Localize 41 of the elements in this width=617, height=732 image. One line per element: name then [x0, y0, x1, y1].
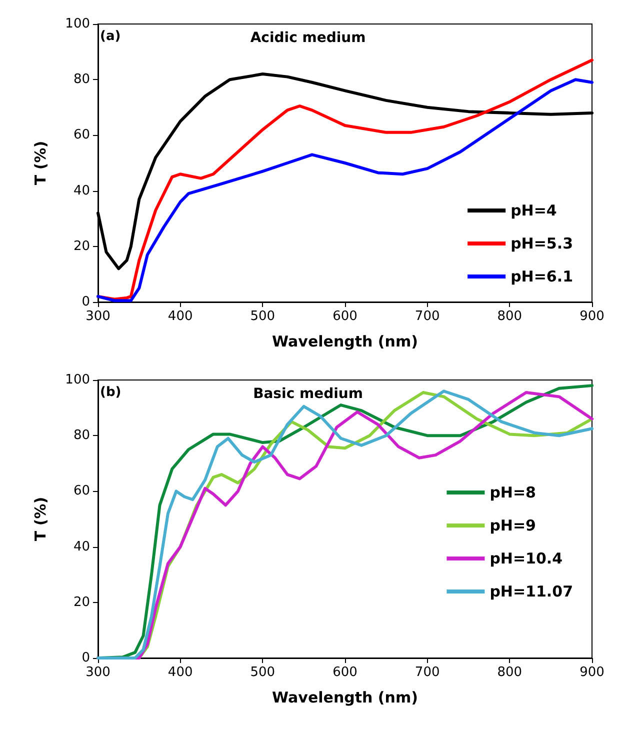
y-tick-label: 100: [65, 372, 90, 388]
y-tick-label: 20: [73, 594, 90, 610]
legend-label: pH=6.1: [510, 268, 574, 286]
x-tick-label: 900: [580, 665, 604, 680]
annotation: (a): [100, 29, 121, 44]
x-tick-label: 600: [332, 665, 358, 680]
y-axis-title: T (%): [32, 140, 50, 186]
legend-label: pH=4: [510, 202, 557, 220]
legend-label: pH=8: [490, 484, 536, 502]
y-tick-label: 60: [73, 128, 90, 143]
y-tick-label: 40: [73, 539, 90, 554]
x-tick-label: 500: [250, 665, 276, 680]
x-tick-label: 400: [168, 309, 193, 324]
x-tick-label: 400: [168, 665, 193, 680]
chart-title: Basic medium: [253, 386, 363, 402]
y-tick-label: 60: [73, 484, 90, 499]
legend-label: pH=11.07: [490, 582, 574, 600]
x-tick-label: 800: [497, 665, 522, 680]
y-axis-title: T (%): [32, 496, 50, 542]
y-tick-label: 20: [73, 238, 90, 254]
x-tick-label: 900: [580, 309, 604, 324]
x-axis-title: Wavelength (nm): [272, 688, 418, 706]
x-tick-label: 300: [86, 309, 110, 324]
x-tick-label: 500: [250, 309, 276, 324]
y-tick-label: 80: [73, 72, 90, 88]
y-tick-label: 80: [73, 428, 90, 444]
x-axis-title: Wavelength (nm): [272, 332, 418, 350]
x-tick-label: 800: [497, 309, 522, 324]
chart-title: Acidic medium: [250, 30, 366, 46]
x-tick-label: 600: [332, 309, 358, 324]
y-tick-label: 0: [82, 650, 90, 666]
x-tick-label: 700: [414, 665, 440, 680]
legend-label: pH=5.3: [510, 234, 574, 252]
x-tick-label: 300: [86, 665, 110, 680]
y-tick-label: 40: [73, 183, 90, 198]
y-tick-label: 0: [82, 294, 90, 310]
x-tick-label: 700: [414, 309, 440, 324]
legend-label: pH=9: [490, 516, 536, 534]
annotation: (b): [100, 385, 122, 400]
legend-label: pH=10.4: [490, 550, 563, 568]
y-tick-label: 100: [65, 16, 90, 32]
